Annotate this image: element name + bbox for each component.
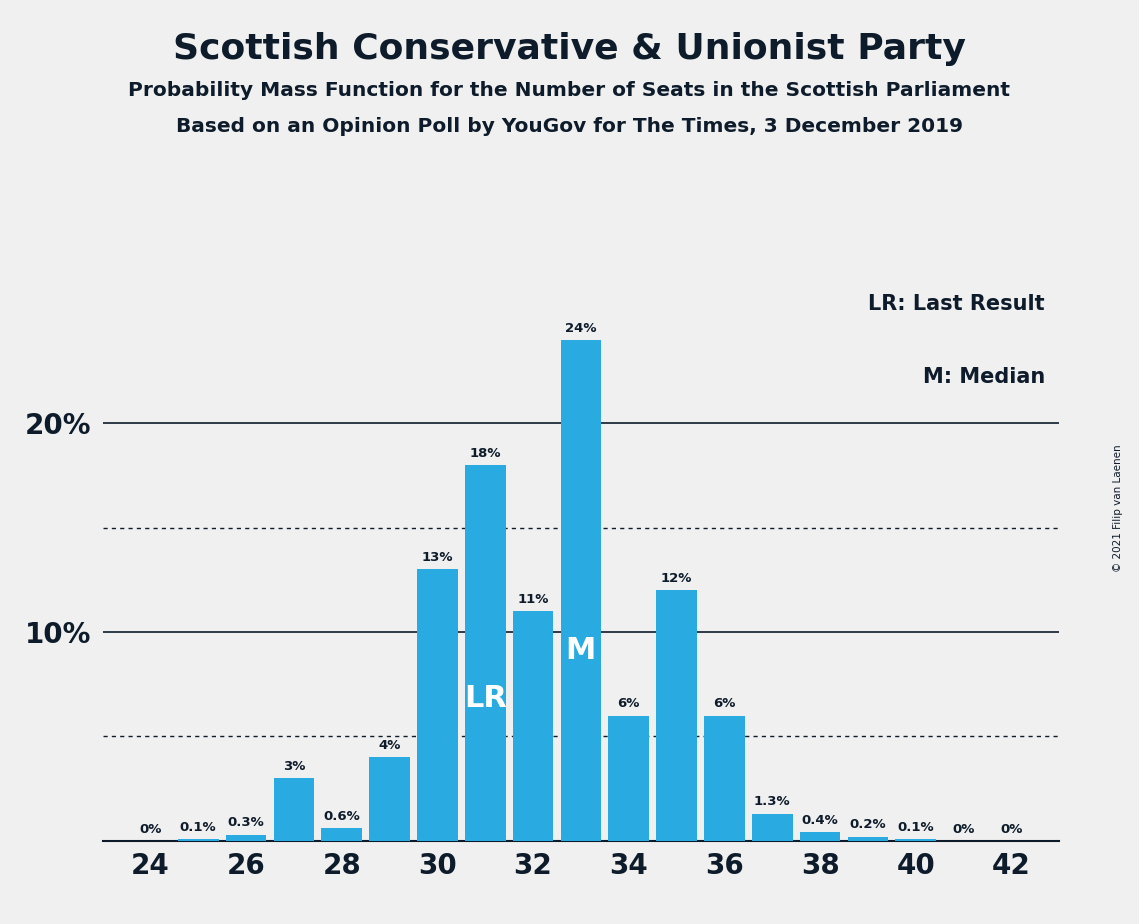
Text: 24%: 24% bbox=[565, 322, 597, 334]
Bar bbox=[752, 814, 793, 841]
Text: Probability Mass Function for the Number of Seats in the Scottish Parliament: Probability Mass Function for the Number… bbox=[129, 81, 1010, 101]
Bar bbox=[178, 839, 219, 841]
Bar bbox=[226, 834, 267, 841]
Text: 0.1%: 0.1% bbox=[180, 821, 216, 833]
Text: 13%: 13% bbox=[421, 552, 453, 565]
Bar bbox=[608, 715, 649, 841]
Text: 4%: 4% bbox=[378, 739, 401, 752]
Bar bbox=[895, 839, 936, 841]
Bar bbox=[321, 828, 362, 841]
Bar bbox=[800, 833, 841, 841]
Text: 0.4%: 0.4% bbox=[802, 814, 838, 827]
Text: 0.1%: 0.1% bbox=[898, 821, 934, 833]
Text: M: M bbox=[566, 636, 596, 665]
Text: Based on an Opinion Poll by YouGov for The Times, 3 December 2019: Based on an Opinion Poll by YouGov for T… bbox=[177, 117, 962, 137]
Text: 0%: 0% bbox=[1000, 822, 1023, 835]
Bar bbox=[704, 715, 745, 841]
Text: 3%: 3% bbox=[282, 760, 305, 773]
Text: 11%: 11% bbox=[517, 593, 549, 606]
Text: 0.6%: 0.6% bbox=[323, 810, 360, 823]
Text: M: Median: M: Median bbox=[923, 368, 1044, 387]
Text: Scottish Conservative & Unionist Party: Scottish Conservative & Unionist Party bbox=[173, 32, 966, 67]
Text: © 2021 Filip van Laenen: © 2021 Filip van Laenen bbox=[1114, 444, 1123, 572]
Bar bbox=[513, 611, 554, 841]
Text: 6%: 6% bbox=[713, 698, 736, 711]
Bar bbox=[560, 340, 601, 841]
Bar bbox=[465, 465, 506, 841]
Text: 12%: 12% bbox=[661, 572, 693, 585]
Bar bbox=[273, 778, 314, 841]
Bar bbox=[847, 836, 888, 841]
Text: LR: LR bbox=[464, 684, 507, 712]
Text: 0.2%: 0.2% bbox=[850, 819, 886, 832]
Text: 0%: 0% bbox=[139, 822, 162, 835]
Text: 1.3%: 1.3% bbox=[754, 796, 790, 808]
Text: 18%: 18% bbox=[469, 447, 501, 460]
Text: 0.3%: 0.3% bbox=[228, 817, 264, 830]
Text: 0%: 0% bbox=[952, 822, 975, 835]
Bar bbox=[417, 569, 458, 841]
Text: LR: Last Result: LR: Last Result bbox=[868, 294, 1044, 314]
Bar bbox=[369, 758, 410, 841]
Text: 6%: 6% bbox=[617, 698, 640, 711]
Bar bbox=[656, 590, 697, 841]
